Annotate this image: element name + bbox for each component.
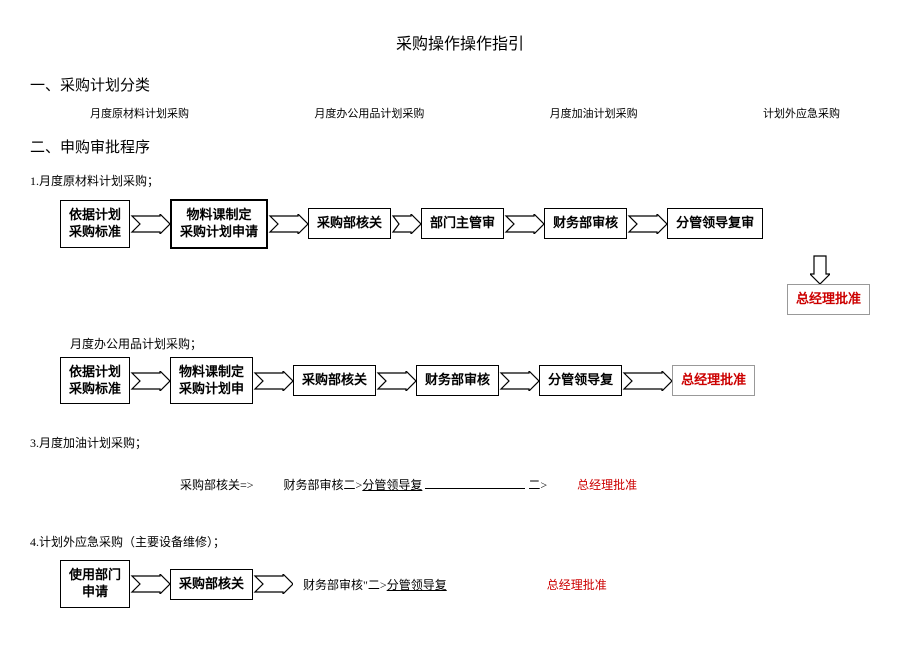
flow-node: 采购部核关: [308, 208, 391, 239]
flow-node: 采购部核关: [170, 569, 253, 600]
category-item: 月度办公用品计划采购: [314, 105, 424, 121]
doc-title: 采购操作操作指引: [30, 30, 890, 54]
category-row: 月度原材料计划采购 月度办公用品计划采购 月度加油计划采购 计划外应急采购: [30, 105, 890, 121]
flow4-row: 使用部门申请 采购部核关 财务部审核"二>分管领导复 总经理批准: [60, 560, 890, 608]
flow4-text: 财务部审核"二>分管领导复: [303, 576, 447, 593]
flow1-row: 依据计划采购标准 物料课制定采购计划申请 采购部核关 部门主管审 财务部审核 分…: [60, 199, 890, 249]
arrow-right-icon: [268, 214, 308, 234]
arrow-right-icon: [130, 371, 170, 391]
flow-node: 物料课制定采购计划申请: [170, 199, 268, 249]
flow-node: 采购部核关: [293, 365, 376, 396]
arrow-right-icon: [504, 214, 544, 234]
flow1-final-row: 总经理批准: [30, 284, 870, 315]
section-2-heading: 二、申购审批程序: [30, 136, 890, 157]
arrow-right-icon: [130, 574, 170, 594]
flow3-step: 采购部核关=>: [180, 476, 254, 493]
category-item: 月度原材料计划采购: [90, 105, 189, 121]
flow-node: 依据计划采购标准: [60, 200, 130, 248]
flow3-text: 采购部核关=> 财务部审核二>分管领导复 二> 总经理批准: [180, 476, 890, 493]
flow4-heading: 4.计划外应急采购（主要设备维修）；: [30, 533, 890, 550]
flow-node: 使用部门申请: [60, 560, 130, 608]
arrow-down-icon: [810, 254, 830, 284]
flow-node: 分管领导复审: [667, 208, 763, 239]
section-1-heading: 一、采购计划分类: [30, 74, 890, 95]
arrow-right-icon: [130, 214, 170, 234]
flow-final: 总经理批准: [787, 284, 870, 315]
arrow-right-icon: [253, 371, 293, 391]
flow3-final: 总经理批准: [577, 476, 637, 493]
flow-node: 依据计划采购标准: [60, 357, 130, 405]
flow2-heading: 月度办公用品计划采购；: [70, 335, 890, 352]
flow-node: 物料课制定采购计划申: [170, 357, 253, 405]
flow4-final: 总经理批准: [547, 576, 607, 593]
flow-node: 财务部审核: [544, 208, 627, 239]
flow1-down: [30, 254, 830, 284]
flow1-heading: 1.月度原材料计划采购；: [30, 172, 890, 189]
category-item: 计划外应急采购: [763, 105, 840, 121]
flow-node: 部门主管审: [421, 208, 504, 239]
flow2-row: 依据计划采购标准 物料课制定采购计划申 采购部核关 财务部审核 分管领导复 总经…: [60, 357, 890, 405]
arrow-right-icon: [253, 574, 293, 594]
flow3-heading: 3.月度加油计划采购；: [30, 434, 890, 451]
arrow-right-icon: [391, 214, 421, 234]
arrow-right-icon: [376, 371, 416, 391]
arrow-right-icon: [622, 371, 672, 391]
flow3-step: 财务部审核二>分管领导复 二>: [284, 476, 548, 493]
arrow-right-icon: [499, 371, 539, 391]
flow-node: 分管领导复: [539, 365, 622, 396]
arrow-right-icon: [627, 214, 667, 234]
flow-node: 财务部审核: [416, 365, 499, 396]
category-item: 月度加油计划采购: [550, 105, 638, 121]
flow-final: 总经理批准: [672, 365, 755, 396]
